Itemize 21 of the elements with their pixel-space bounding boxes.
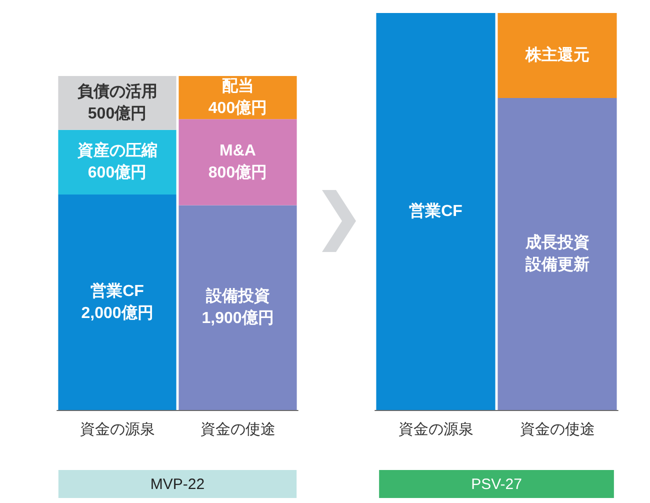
series-label: 営業CF bbox=[409, 202, 463, 220]
series-label: 設備投資 bbox=[204, 287, 270, 306]
x-tick-label: 資金の源泉 bbox=[80, 421, 155, 438]
series-label: 株主還元 bbox=[524, 44, 590, 64]
x-tick-label: 資金の使途 bbox=[520, 421, 595, 438]
x-tick-label: 資金の源泉 bbox=[398, 421, 474, 438]
series-label: 成長投資設備更新 bbox=[524, 233, 590, 274]
series-label: 配当 bbox=[222, 77, 254, 96]
x-axis-title: PSV-27 bbox=[471, 476, 522, 493]
data-label: 1,900億円 bbox=[202, 309, 274, 328]
data-label: 800億円 bbox=[208, 164, 268, 182]
series-label: M&A bbox=[220, 142, 256, 160]
series-label: 営業CF bbox=[90, 282, 144, 300]
x-tick-label: 資金の使途 bbox=[200, 421, 276, 438]
series-label: 資産の圧縮 bbox=[76, 140, 158, 160]
data-label: 500億円 bbox=[88, 104, 147, 122]
series-label: 負債の活用 bbox=[77, 82, 158, 100]
data-label: 2,000億円 bbox=[81, 304, 154, 322]
data-label: 600億円 bbox=[88, 164, 147, 182]
x-axis-title: MVP-22 bbox=[150, 476, 205, 493]
data-label: 400億円 bbox=[208, 99, 268, 118]
